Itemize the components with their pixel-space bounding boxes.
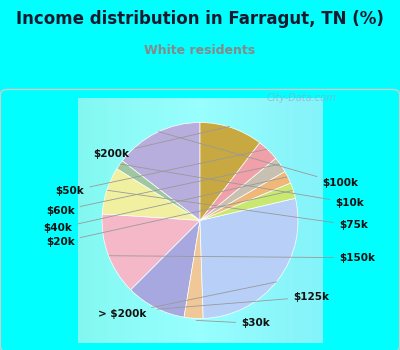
Wedge shape bbox=[200, 122, 260, 220]
Text: $60k: $60k bbox=[46, 164, 280, 216]
Text: $150k: $150k bbox=[109, 253, 375, 263]
Wedge shape bbox=[200, 172, 290, 220]
Wedge shape bbox=[200, 143, 276, 220]
Text: $50k: $50k bbox=[56, 149, 267, 196]
Text: $75k: $75k bbox=[108, 190, 368, 230]
Wedge shape bbox=[200, 198, 298, 318]
Wedge shape bbox=[184, 220, 203, 318]
Text: Income distribution in Farragut, TN (%): Income distribution in Farragut, TN (%) bbox=[16, 10, 384, 28]
Text: > $200k: > $200k bbox=[98, 282, 276, 318]
Text: $100k: $100k bbox=[158, 132, 358, 188]
Wedge shape bbox=[117, 161, 200, 220]
Text: $125k: $125k bbox=[157, 292, 329, 309]
Text: $200k: $200k bbox=[94, 126, 230, 159]
Wedge shape bbox=[200, 158, 285, 220]
Wedge shape bbox=[122, 122, 200, 220]
Wedge shape bbox=[200, 183, 296, 220]
Text: $20k: $20k bbox=[46, 190, 292, 247]
Text: White residents: White residents bbox=[144, 44, 256, 57]
Wedge shape bbox=[131, 220, 200, 317]
Text: $30k: $30k bbox=[196, 318, 270, 328]
Text: City-Data.com: City-Data.com bbox=[267, 93, 336, 103]
Wedge shape bbox=[102, 214, 200, 290]
Wedge shape bbox=[102, 169, 200, 220]
Text: $40k: $40k bbox=[44, 177, 287, 233]
Text: $10k: $10k bbox=[120, 164, 364, 208]
